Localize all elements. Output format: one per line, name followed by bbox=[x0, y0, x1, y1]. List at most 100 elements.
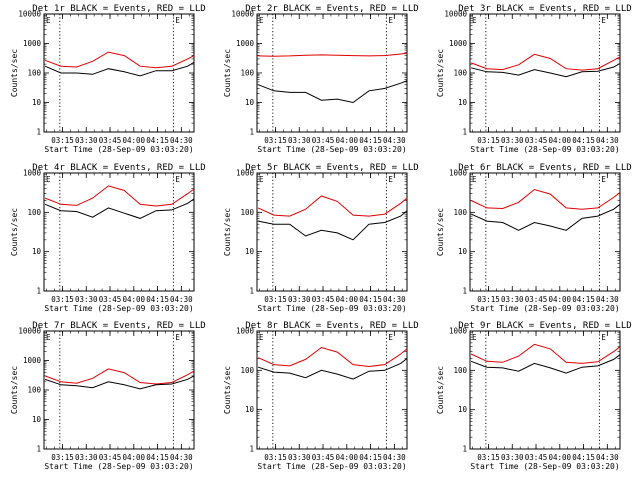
x-axis-label: Start Time (28-Sep-09 03:03:20) bbox=[470, 462, 619, 471]
chart-panel-5: Det 5r BLACK = Events, RED = LLD 1 10 100 10… bbox=[223, 163, 419, 313]
y-tick-label: 1000 bbox=[449, 327, 468, 336]
y-tick-label: 1 bbox=[462, 128, 467, 137]
x-axis-label: Start Time (28-Sep-09 03:03:20) bbox=[470, 145, 619, 154]
x-tick-label: 04:00 bbox=[122, 136, 145, 145]
y-tick-label: 100 bbox=[453, 366, 467, 375]
y-tick-label: 10 bbox=[32, 415, 42, 424]
y-axis-label: Counts/sec bbox=[10, 366, 19, 414]
series-line-events-black bbox=[470, 203, 621, 231]
y-tick-label: 10 bbox=[458, 247, 468, 256]
y-tick-label: 1 bbox=[36, 445, 41, 454]
y-tick-label: 100 bbox=[240, 366, 254, 375]
x-tick-label: 04:30 bbox=[596, 453, 619, 462]
x-tick-label: 03:15 bbox=[264, 453, 287, 462]
corner-marker: E bbox=[472, 333, 477, 342]
y-tick-label: 10 bbox=[245, 405, 255, 414]
corner-marker: E bbox=[46, 333, 51, 342]
corner-marker: E bbox=[388, 16, 393, 25]
chart-title: Det 6r BLACK = Events, RED = LLD bbox=[458, 163, 631, 173]
x-tick-label: 03:15 bbox=[477, 295, 500, 304]
x-axis-label: Start Time (28-Sep-09 03:03:20) bbox=[257, 462, 406, 471]
y-tick-label: 100 bbox=[27, 69, 41, 78]
x-tick-label: 03:45 bbox=[99, 136, 122, 145]
y-tick-label: 10 bbox=[32, 98, 42, 107]
x-tick-label: 03:30 bbox=[501, 295, 524, 304]
y-axis-label: Counts/sec bbox=[223, 49, 232, 97]
corner-marker: E bbox=[472, 16, 477, 25]
x-tick-label: 04:15 bbox=[359, 295, 382, 304]
x-tick-label: 03:30 bbox=[288, 453, 311, 462]
x-tick-label: 03:30 bbox=[501, 136, 524, 145]
y-tick-label: 100 bbox=[27, 208, 41, 217]
y-axis-label: Counts/sec bbox=[223, 208, 232, 256]
y-tick-label: 100 bbox=[453, 208, 467, 217]
series-line-events-black bbox=[470, 354, 621, 374]
x-tick-label: 04:30 bbox=[596, 136, 619, 145]
x-tick-label: 03:45 bbox=[99, 453, 122, 462]
y-tick-label: 10 bbox=[245, 98, 255, 107]
y-tick-label: 10 bbox=[32, 247, 42, 256]
series-line-lld-red bbox=[470, 188, 621, 210]
y-tick-label: 10 bbox=[458, 98, 468, 107]
x-tick-label: 04:00 bbox=[548, 136, 571, 145]
plot-frame bbox=[256, 330, 408, 450]
y-tick-label: 1 bbox=[36, 287, 41, 296]
x-tick-label: 03:30 bbox=[288, 295, 311, 304]
y-tick-label: 1000 bbox=[23, 169, 42, 178]
series-line-events-black bbox=[44, 375, 195, 390]
chart-title: Det 8r BLACK = Events, RED = LLD bbox=[245, 321, 418, 331]
chart-title: Det 1r BLACK = Events, RED = LLD bbox=[32, 4, 205, 14]
y-tick-label: 1000 bbox=[236, 327, 255, 336]
y-tick-label: 10000 bbox=[231, 10, 254, 19]
series-line-lld-red bbox=[470, 53, 621, 71]
y-tick-label: 100 bbox=[453, 69, 467, 78]
y-tick-label: 1000 bbox=[236, 169, 255, 178]
series-line-lld-red bbox=[44, 368, 195, 385]
corner-marker: E bbox=[472, 175, 477, 184]
chart-panel-9: Det 9r BLACK = Events, RED = LLD 1 10 100 10… bbox=[436, 321, 632, 471]
x-tick-label: 04:15 bbox=[359, 453, 382, 462]
x-tick-label: 03:15 bbox=[51, 295, 74, 304]
x-tick-label: 03:45 bbox=[312, 453, 335, 462]
series-line-events-black bbox=[44, 198, 195, 219]
x-tick-label: 04:30 bbox=[170, 295, 193, 304]
x-tick-label: 03:45 bbox=[312, 295, 335, 304]
x-tick-label: 04:15 bbox=[572, 295, 595, 304]
plot-frame bbox=[43, 330, 195, 450]
y-tick-label: 1000 bbox=[449, 39, 468, 48]
x-tick-label: 04:15 bbox=[146, 136, 169, 145]
chart-panel-3: Det 3r BLACK = Events, RED = LLD 1 10 100 10… bbox=[436, 4, 632, 154]
x-tick-label: 03:45 bbox=[525, 453, 548, 462]
chart-title: Det 9r BLACK = Events, RED = LLD bbox=[458, 321, 631, 331]
x-tick-label: 04:15 bbox=[572, 453, 595, 462]
plot-frame bbox=[256, 13, 408, 133]
x-tick-label: 04:15 bbox=[146, 453, 169, 462]
corner-marker: E bbox=[46, 16, 51, 25]
corner-marker: E bbox=[601, 175, 606, 184]
x-tick-label: 04:00 bbox=[335, 453, 358, 462]
x-tick-label: 04:00 bbox=[548, 453, 571, 462]
series-line-lld-red bbox=[470, 343, 621, 364]
series-line-lld-red bbox=[258, 52, 408, 57]
x-tick-label: 03:30 bbox=[75, 136, 98, 145]
chart-panel-4: Det 4r BLACK = Events, RED = LLD 1 10 100 10… bbox=[10, 163, 206, 313]
plot-frame bbox=[43, 172, 195, 292]
x-tick-label: 03:30 bbox=[75, 295, 98, 304]
y-tick-label: 1000 bbox=[449, 169, 468, 178]
series-line-events-black bbox=[258, 210, 408, 241]
series-line-events-black bbox=[257, 358, 408, 380]
x-tick-label: 04:15 bbox=[359, 136, 382, 145]
corner-marker: E bbox=[175, 16, 180, 25]
y-tick-label: 100 bbox=[27, 386, 41, 395]
chart-title: Det 2r BLACK = Events, RED = LLD bbox=[245, 4, 418, 14]
chart-title: Det 4r BLACK = Events, RED = LLD bbox=[32, 163, 205, 173]
corner-marker: E bbox=[388, 175, 393, 184]
x-tick-label: 03:15 bbox=[264, 295, 287, 304]
y-axis-label: Counts/sec bbox=[436, 366, 445, 414]
chart-panel-6: Det 6r BLACK = Events, RED = LLD 1 10 100 10… bbox=[436, 163, 632, 313]
y-axis-label: Counts/sec bbox=[436, 208, 445, 256]
y-tick-label: 1 bbox=[249, 287, 254, 296]
x-tick-label: 04:00 bbox=[548, 295, 571, 304]
x-tick-label: 04:30 bbox=[383, 295, 406, 304]
